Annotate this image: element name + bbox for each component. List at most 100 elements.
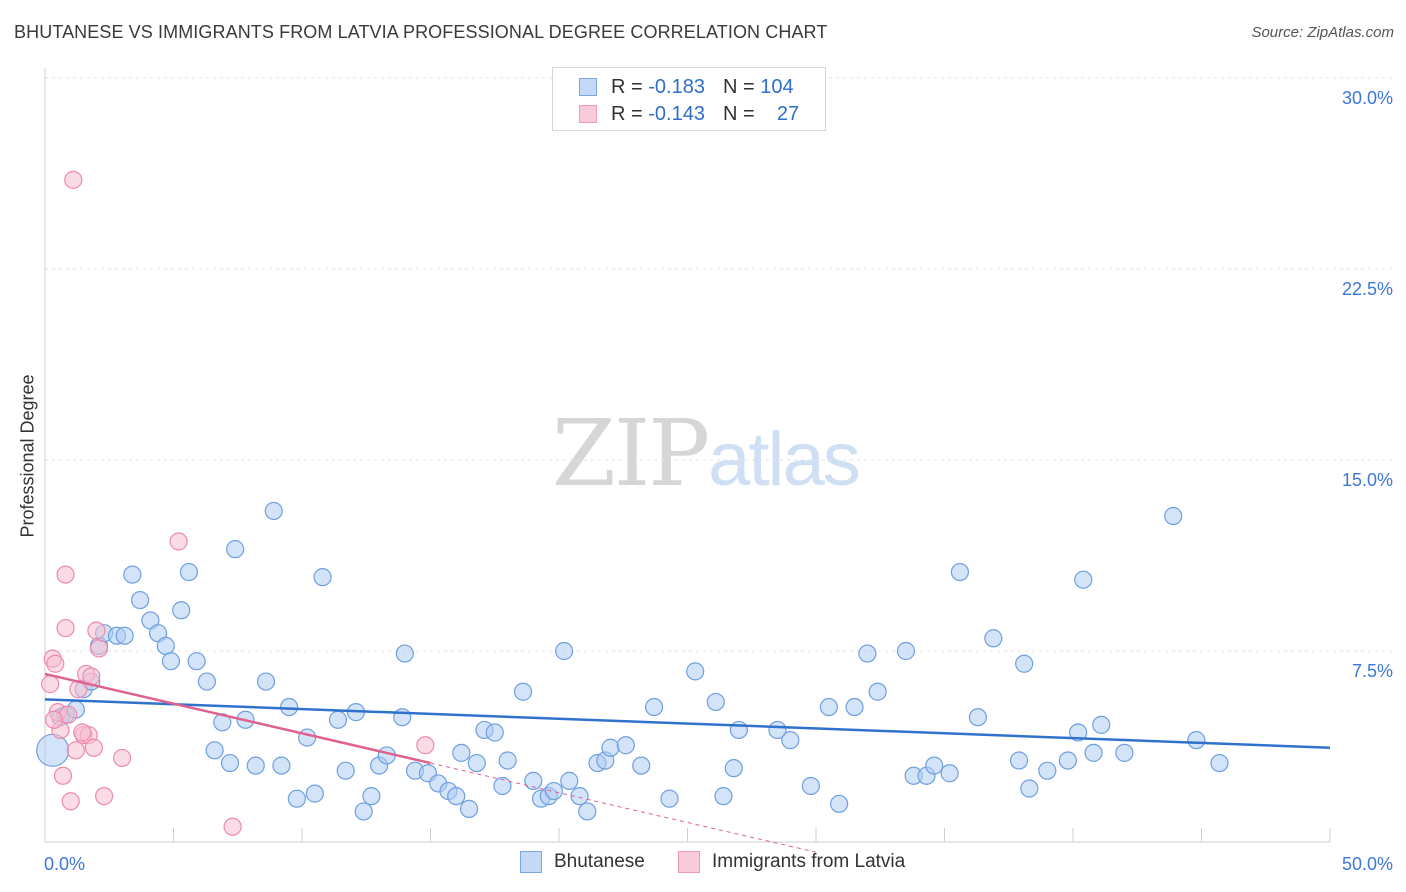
bhutanese-point-48 <box>452 743 471 762</box>
latvia-swatch <box>579 105 597 123</box>
latvia-point-25 <box>44 710 64 729</box>
latvia-point-17 <box>84 738 103 757</box>
bhutanese-point-66 <box>601 738 620 757</box>
latvia-point-7 <box>56 565 75 584</box>
bhutanese-point-72 <box>706 692 725 712</box>
bhutanese-point-59 <box>544 781 563 801</box>
legend-label-latvia: Immigrants from Latvia <box>712 851 906 872</box>
stats-legend-row-bhutanese: R = -0.183 N = 104 <box>579 74 794 100</box>
bhutanese-point-55 <box>513 682 533 701</box>
bhutanese-point-38 <box>362 787 381 806</box>
bhutanese-point-27 <box>264 501 283 521</box>
latvia-point-21 <box>112 748 132 768</box>
bhutanese-trend-line <box>44 698 1331 750</box>
latvia-point-2 <box>46 654 65 673</box>
bhutanese-point-83 <box>868 682 887 701</box>
bhutanese-point-33 <box>313 568 332 587</box>
bhutanese-point-32 <box>305 784 324 803</box>
latvia-point-18 <box>87 621 106 640</box>
stats-legend-row-latvia: R = -0.143 N = 27 <box>579 101 799 127</box>
bhutanese-point-90 <box>968 708 988 727</box>
bhutanese-point-34 <box>328 710 348 729</box>
n-value: 27 <box>776 102 800 125</box>
latvia-point-9 <box>61 792 80 811</box>
bhutanese-point-104 <box>1210 753 1229 773</box>
x-tick-label-end: 50.0% <box>1342 854 1393 874</box>
bhutanese-point-25 <box>246 756 265 775</box>
watermark-zip: ZIP <box>552 400 710 507</box>
bhutanese-point-29 <box>280 697 299 717</box>
bhutanese-point-14 <box>156 636 175 656</box>
bhutanese-point-56 <box>524 771 543 790</box>
bhutanese-point-81 <box>845 697 864 717</box>
watermark: ZIPatlas <box>552 400 861 507</box>
bhutanese-point-69 <box>644 697 664 717</box>
bhutanese-point-60 <box>555 641 574 661</box>
series-legend: Bhutanese Immigrants from Latvia <box>0 851 1406 877</box>
bhutanese-point-92 <box>1009 751 1029 770</box>
latvia-point-23 <box>223 817 242 836</box>
latvia-point-26 <box>73 723 92 742</box>
bhutanese-point-9 <box>115 626 134 645</box>
bhutanese-point-75 <box>729 720 749 740</box>
bhutanese-point-94 <box>1020 779 1039 798</box>
bhutanese-point-63 <box>578 802 597 821</box>
bhutanese-point-99 <box>1084 743 1103 762</box>
bhutanese-point-18 <box>187 652 206 671</box>
bhutanese-point-31 <box>298 728 317 747</box>
bhutanese-point-50 <box>467 753 486 773</box>
n-label: N = <box>722 75 755 98</box>
y-tick-label-0: 7.5% <box>1352 661 1393 681</box>
r-value: -0.143 <box>648 102 705 125</box>
bhutanese-point-82 <box>858 644 877 663</box>
legend-label-bhutanese: Bhutanese <box>554 851 645 872</box>
latvia-point-20 <box>95 787 114 806</box>
bhutanese-point-54 <box>498 751 517 770</box>
bhutanese-point-103 <box>1187 731 1206 750</box>
bhutanese-point-93 <box>1015 654 1034 673</box>
latvia-point-11 <box>66 741 85 760</box>
latvia-point-24 <box>416 736 435 755</box>
x-tick-label-start: 0.0% <box>44 854 85 874</box>
bhutanese-point-61 <box>560 771 579 790</box>
bhutanese-point-42 <box>395 644 414 663</box>
bhutanese-point-67 <box>616 736 635 755</box>
latvia-point-19 <box>89 639 109 658</box>
bhutanese-point-15 <box>161 652 181 671</box>
chart-title: BHUTANESE VS IMMIGRANTS FROM LATVIA PROF… <box>14 22 828 42</box>
bhutanese-point-53 <box>493 776 512 796</box>
source-label: Source: ZipAtlas.com <box>1251 24 1394 41</box>
bhutanese-point-84 <box>896 641 916 661</box>
legend-item-latvia: Immigrants from Latvia <box>678 851 905 873</box>
latvia-legend-swatch <box>678 851 700 873</box>
latvia-point-6 <box>56 618 75 638</box>
bhutanese-point-73 <box>714 787 733 806</box>
r-value: -0.183 <box>648 75 705 98</box>
n-label: N = <box>722 102 755 125</box>
latvia-trend-extension <box>430 762 817 853</box>
r-label: R = <box>611 75 643 98</box>
bhutanese-point-80 <box>830 794 849 813</box>
bhutanese-point-70 <box>660 789 679 808</box>
bhutanese-point-23 <box>226 540 245 559</box>
bhutanese-point-41 <box>393 708 412 727</box>
bhutanese-point-19 <box>197 672 217 691</box>
y-tick-label-3: 30.0% <box>1342 88 1393 108</box>
bhutanese-point-77 <box>781 731 800 750</box>
stats-legend: R = -0.183 N = 104 R = -0.143 N = 27 <box>552 67 826 131</box>
bhutanese-point-49 <box>459 799 479 818</box>
latvia-point-0 <box>41 675 60 694</box>
latvia-trend-line <box>44 672 431 765</box>
bhutanese-point-68 <box>632 756 651 775</box>
bhutanese-point-100 <box>1092 715 1111 734</box>
bhutanese-point-11 <box>130 590 150 610</box>
bhutanese-point-17 <box>179 562 199 582</box>
y-tick-label-2: 22.5% <box>1342 279 1393 299</box>
bhutanese-point-88 <box>940 764 959 783</box>
bhutanese-point-91 <box>984 629 1003 648</box>
bhutanese-point-22 <box>220 753 240 773</box>
bhutanese-point-30 <box>287 789 306 808</box>
bhutanese-point-98 <box>1074 570 1093 589</box>
bhutanese-point-28 <box>272 756 291 775</box>
